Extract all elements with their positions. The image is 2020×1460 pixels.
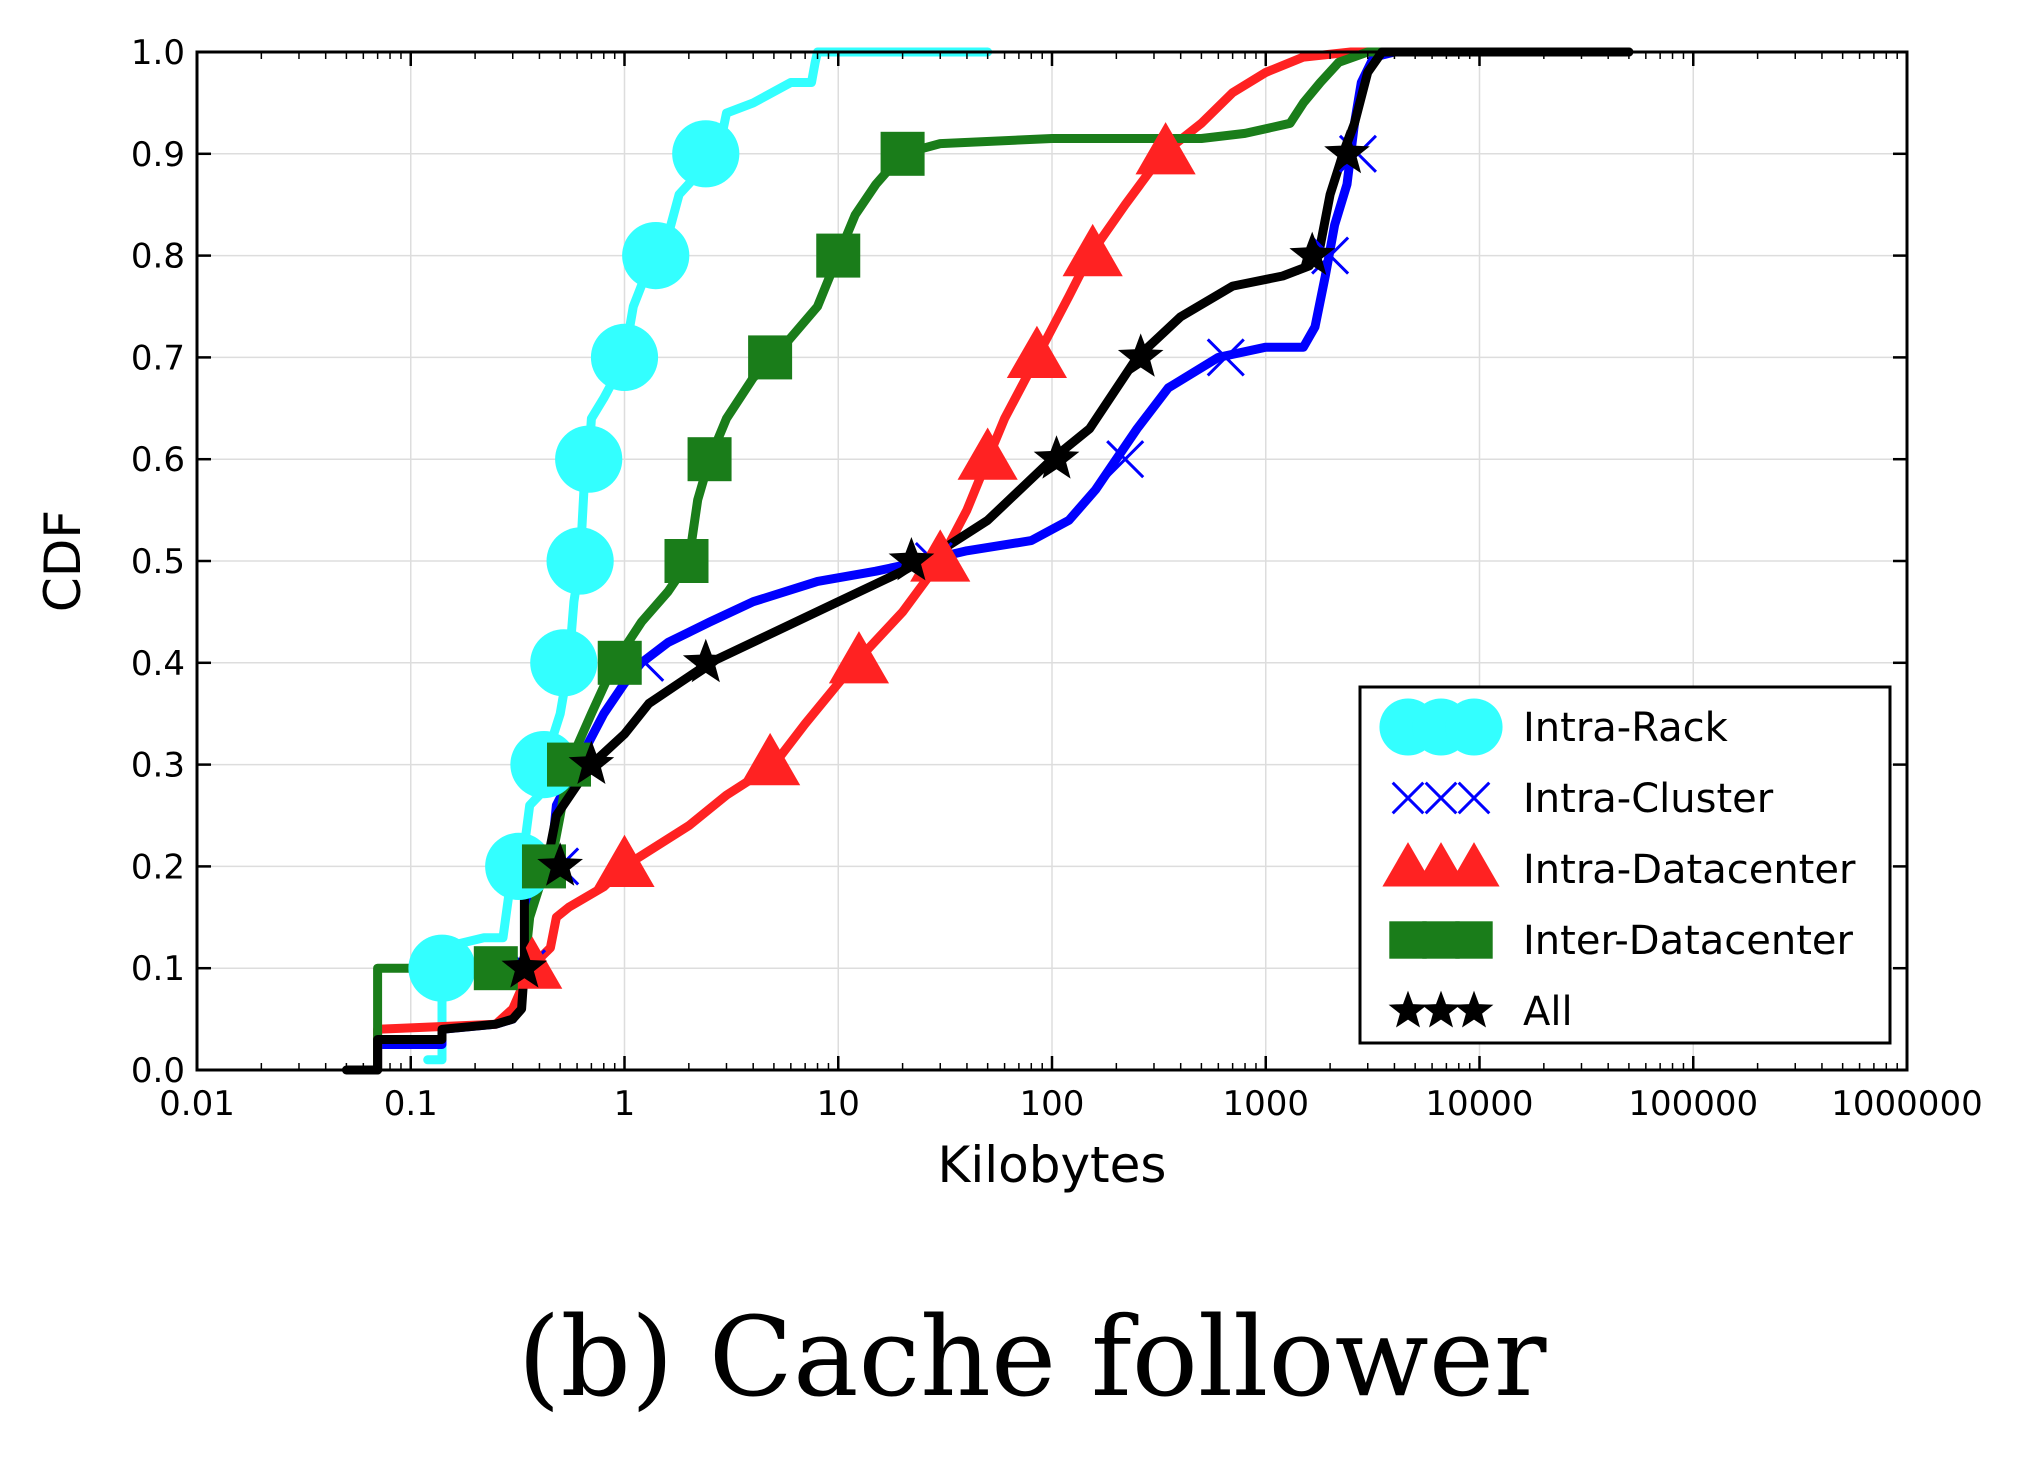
x-tick-label: 10 [817, 1084, 860, 1124]
legend-marker [1382, 842, 1434, 887]
axis-ticks: 0.0 0.1 0.2 0.3 0.4 0.5 0.6 0.7 0.8 0.9 1.0 0.01 0.1… [131, 33, 1983, 1124]
x-tick-label: 1 [614, 1084, 636, 1124]
data-point-marker [1033, 435, 1080, 479]
data-point-marker [1206, 338, 1245, 377]
legend-label: Intra-Cluster [1523, 776, 1774, 822]
data-point-marker [1289, 231, 1336, 275]
legend-marker [1448, 842, 1500, 887]
x-tick-label: 100 [1020, 1084, 1085, 1124]
legend-marker [1424, 781, 1458, 815]
data-point-marker [537, 842, 583, 886]
data-point-marker [1117, 333, 1164, 377]
legend-marker [1415, 842, 1467, 887]
data-point-marker [501, 944, 548, 988]
y-tick-label: 0.4 [131, 644, 185, 684]
legend-marker [1422, 921, 1460, 959]
series-markers [408, 120, 1378, 1002]
data-point-marker [816, 233, 861, 278]
legend-label: Intra-Datacenter [1523, 847, 1856, 893]
data-point-marker [910, 529, 971, 582]
data-point-marker [594, 834, 655, 887]
y-tick-label: 1.0 [131, 33, 185, 73]
x-tick-label: 100000 [1628, 1084, 1758, 1124]
x-tick-label: 1000 [1222, 1084, 1309, 1124]
x-tick-label: 0.1 [384, 1084, 438, 1124]
x-tick-label: 1000000 [1831, 1084, 1982, 1124]
legend-marker [1455, 921, 1493, 959]
data-point-marker [568, 740, 615, 784]
y-tick-label: 0.0 [131, 1051, 185, 1091]
x-tick-label: 10000 [1425, 1084, 1533, 1124]
legend-marker [1457, 781, 1491, 815]
y-tick-label: 0.9 [131, 135, 185, 175]
data-point-marker [408, 934, 476, 1002]
data-point-marker [664, 539, 709, 583]
legend-marker [1454, 990, 1494, 1028]
legend-marker [1388, 990, 1428, 1028]
legend-label: All [1523, 989, 1573, 1035]
data-point-marker [530, 629, 598, 697]
data-point-marker [1106, 440, 1145, 479]
data-point-marker [1062, 223, 1123, 277]
y-tick-label: 0.5 [131, 542, 185, 582]
legend: Intra-Rack Intra-Cluster Intra-Datacenter I… [1358, 685, 1892, 1045]
legend-label: Intra-Rack [1523, 705, 1729, 751]
data-point-marker [546, 527, 614, 595]
data-point-marker [1324, 129, 1370, 174]
data-point-marker [597, 640, 642, 685]
data-point-marker [590, 323, 659, 391]
data-point-marker [687, 437, 732, 482]
legend-marker [1389, 921, 1427, 959]
data-point-marker [672, 120, 740, 188]
data-point-marker [748, 335, 793, 380]
legend-label: Inter-Datacenter [1523, 918, 1854, 964]
y-axis-label: CDF [34, 510, 92, 612]
x-axis-label: Kilobytes [938, 1136, 1167, 1194]
data-point-marker [473, 946, 518, 991]
data-point-marker [828, 631, 890, 684]
x-tick-label: 0.01 [159, 1084, 235, 1124]
y-tick-label: 0.2 [131, 847, 185, 887]
data-point-marker [1006, 325, 1068, 378]
data-point-marker [740, 732, 801, 786]
data-point-marker [1135, 122, 1196, 175]
figure-caption: (b) Cache follower [518, 1293, 1547, 1421]
y-tick-label: 0.6 [131, 440, 185, 480]
data-point-marker [622, 222, 690, 290]
data-point-marker [888, 537, 935, 581]
y-tick-label: 0.1 [131, 949, 185, 989]
y-tick-label: 0.7 [131, 338, 185, 378]
data-point-marker [555, 425, 623, 493]
legend-marker [1445, 698, 1503, 756]
data-point-marker [682, 638, 729, 683]
y-tick-label: 0.8 [131, 237, 185, 277]
legend-marker [1391, 781, 1425, 815]
y-tick-label: 0.3 [131, 746, 185, 786]
data-point-marker [957, 427, 1018, 480]
data-point-marker [880, 131, 925, 176]
legend-marker [1421, 990, 1461, 1028]
